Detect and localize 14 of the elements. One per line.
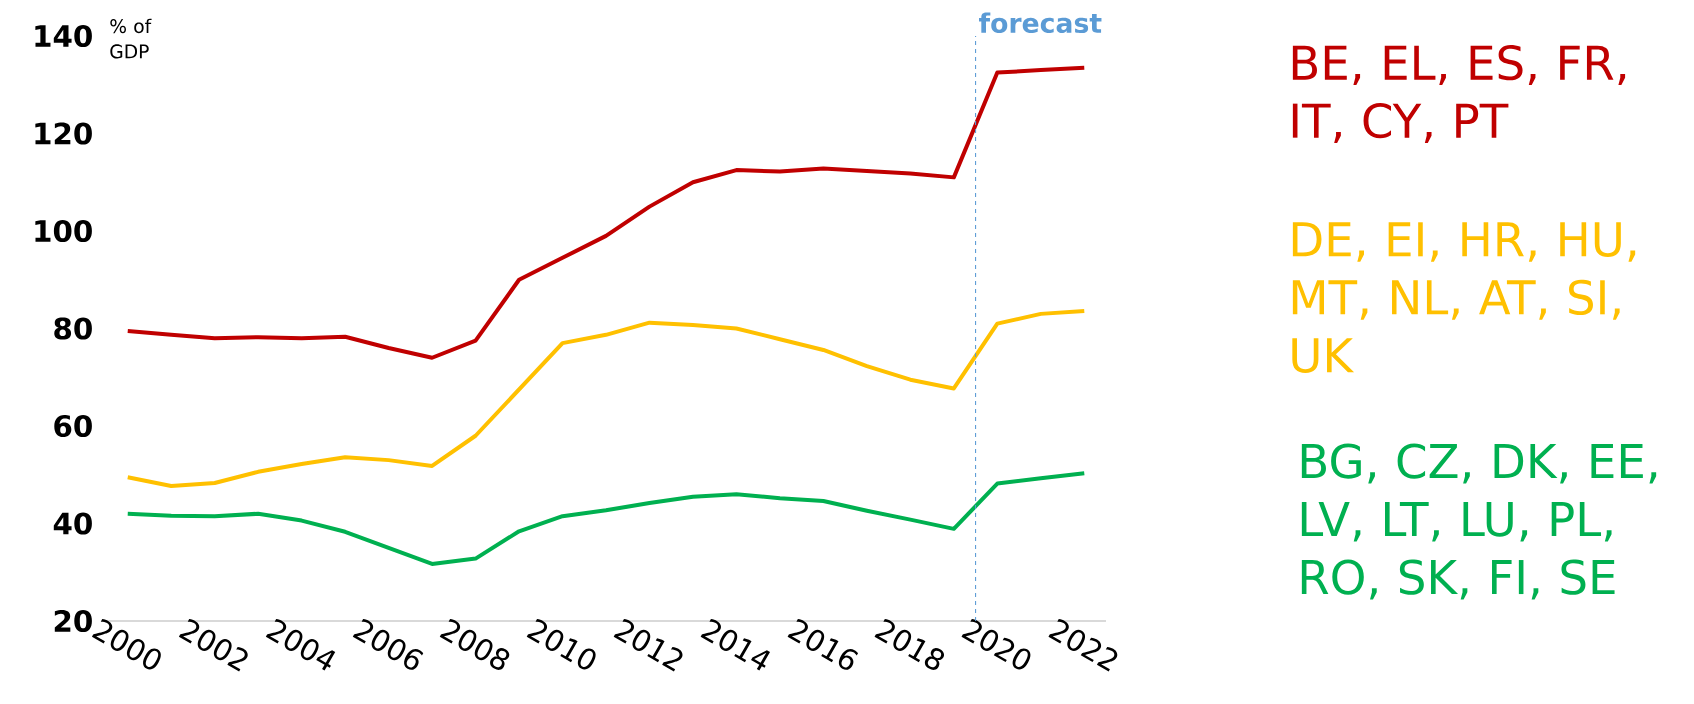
ref-line-label: forecast [979, 12, 1102, 34]
y-tick-label: 100 [35, 219, 92, 243]
y-tick-label: 20 [54, 609, 92, 633]
line-series [125, 65, 1087, 360]
y-tick-label: 120 [35, 122, 92, 145]
text: BG, CZ, DK, EE, LV, LT, LU, PL, RO, SK, FI, SE [1301, 443, 1657, 600]
text: BE, EL, ES, FR, IT, CY, PT [1292, 45, 1626, 144]
y-tick-label: 80 [54, 317, 92, 340]
y-axis-title: % of GDP [110, 18, 152, 59]
text: DE, EI, HR, HU, MT, NL, AT, SI, UK [1292, 222, 1636, 373]
y-tick-label: 40 [53, 512, 92, 535]
y-tick-label: 60 [54, 414, 92, 438]
y-tick-label: 140 [35, 24, 92, 48]
line-series [125, 471, 1087, 566]
